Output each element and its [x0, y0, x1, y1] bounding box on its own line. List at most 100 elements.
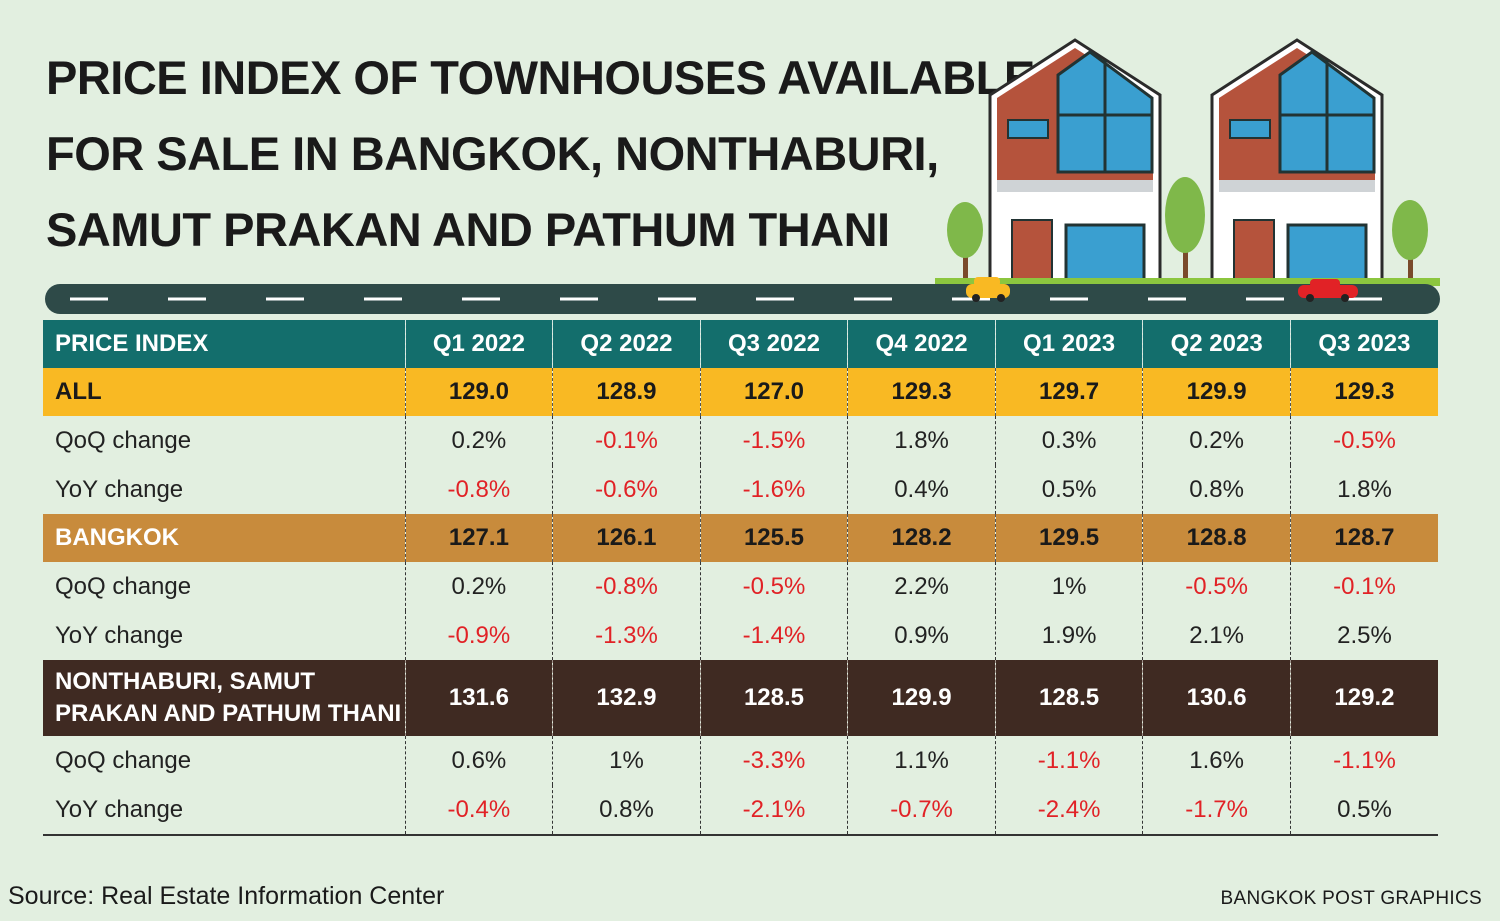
title-line: PRICE INDEX OF TOWNHOUSES AVAILABLE [46, 51, 1035, 104]
change-value: 1.6% [1142, 736, 1291, 785]
column-header: Q2 2023 [1142, 320, 1291, 368]
index-value: 128.8 [1142, 514, 1291, 562]
change-value: -0.6% [552, 465, 701, 514]
tree-icon [1165, 177, 1205, 280]
tree-icon [947, 202, 983, 280]
change-value: -0.5% [699, 562, 848, 611]
change-value: 0.6% [404, 736, 553, 785]
index-value: 129.9 [847, 660, 996, 736]
group-label: NONTHABURI, SAMUT PRAKAN AND PATHUM THAN… [43, 660, 406, 736]
change-label: YoY change [55, 475, 184, 503]
index-value: 125.5 [699, 514, 848, 562]
change-value: 0.9% [847, 611, 996, 660]
column-header: Q1 2022 [404, 320, 553, 368]
index-value: 129.7 [994, 368, 1143, 416]
index-value: 129.5 [994, 514, 1143, 562]
change-value: 1% [552, 736, 701, 785]
change-value: 1.8% [1289, 465, 1438, 514]
qoq-change-row: QoQ change 0.6% 1% -3.3% 1.1% -1.1% 1.6% -1.1% [43, 736, 1438, 785]
change-value: 1.9% [994, 611, 1143, 660]
car-icon [966, 277, 1010, 302]
index-value: 128.7 [1289, 514, 1438, 562]
change-value: -0.9% [404, 611, 553, 660]
index-value: 129.0 [404, 368, 553, 416]
index-value: 131.6 [404, 660, 553, 736]
change-value: -1.6% [699, 465, 848, 514]
change-value: 0.2% [404, 562, 553, 611]
townhouse-illustration [45, 38, 1440, 314]
index-value: 129.3 [1289, 368, 1438, 416]
change-label: QoQ change [55, 426, 192, 454]
change-value: -1.7% [1142, 785, 1291, 836]
change-label: QoQ change [55, 572, 192, 600]
change-value: -0.5% [1289, 416, 1438, 465]
change-value: -0.4% [404, 785, 553, 836]
change-value: -3.3% [699, 736, 848, 785]
change-value: -1.1% [1289, 736, 1438, 785]
index-value: 129.9 [1142, 368, 1291, 416]
source-note: Source: Real Estate Information Center [8, 882, 445, 910]
change-value: 2.2% [847, 562, 996, 611]
column-header: Q4 2022 [847, 320, 996, 368]
column-header: Q3 2023 [1289, 320, 1438, 368]
group-row-nonthaburi-samut-prakan-pathum-thani: NONTHABURI, SAMUT PRAKAN AND PATHUM THAN… [43, 660, 1438, 736]
change-value: 0.3% [994, 416, 1143, 465]
group-label: ALL [43, 368, 406, 416]
column-header: Q1 2023 [994, 320, 1143, 368]
change-value: 0.8% [1142, 465, 1291, 514]
yoy-change-row: YoY change -0.8% -0.6% -1.6% 0.4% 0.5% 0.8% 1.8… [43, 465, 1438, 514]
index-value: 128.9 [552, 368, 701, 416]
index-value: 132.9 [552, 660, 701, 736]
change-value: -1.5% [699, 416, 848, 465]
change-value: -0.5% [1142, 562, 1291, 611]
title-line: SAMUT PRAKAN AND PATHUM THANI [46, 203, 890, 256]
column-header: PRICE INDEX [43, 320, 406, 368]
change-value: 2.1% [1142, 611, 1291, 660]
header-row: PRICE INDEX Q1 2022 Q2 2022 Q3 2022 Q4 2… [43, 320, 1438, 368]
change-value: -2.4% [994, 785, 1143, 836]
change-value: 2.5% [1289, 611, 1438, 660]
index-value: 129.3 [847, 368, 996, 416]
change-label: YoY change [55, 621, 184, 649]
index-value: 130.6 [1142, 660, 1291, 736]
index-value: 129.2 [1289, 660, 1438, 736]
change-value: -1.4% [699, 611, 848, 660]
change-value: -0.8% [404, 465, 553, 514]
change-value: 1.8% [847, 416, 996, 465]
change-value: -0.7% [847, 785, 996, 836]
change-value: -0.1% [552, 416, 701, 465]
chart-title: PRICE INDEX OF TOWNHOUSES AVAILABLE FOR … [46, 40, 1035, 268]
change-value: 0.5% [994, 465, 1143, 514]
group-label: BANGKOK [43, 514, 406, 562]
change-value: 0.5% [1289, 785, 1438, 836]
column-header: Q3 2022 [699, 320, 848, 368]
car-icon [1298, 279, 1358, 302]
price-index-table: PRICE INDEX Q1 2022 Q2 2022 Q3 2022 Q4 2… [43, 320, 1438, 836]
index-value: 126.1 [552, 514, 701, 562]
change-value: -0.8% [552, 562, 701, 611]
change-value: 0.4% [847, 465, 996, 514]
change-value: -1.3% [552, 611, 701, 660]
index-value: 128.2 [847, 514, 996, 562]
index-value: 128.5 [994, 660, 1143, 736]
title-line: FOR SALE IN BANGKOK, NONTHABURI, [46, 127, 939, 180]
townhouse-icon [988, 38, 1162, 292]
qoq-change-row: QoQ change 0.2% -0.1% -1.5% 1.8% 0.3% 0.2% -0.5… [43, 416, 1438, 465]
change-value: 1.1% [847, 736, 996, 785]
change-value: -0.1% [1289, 562, 1438, 611]
yoy-change-row: YoY change -0.4% 0.8% -2.1% -0.7% -2.4% -1.7% 0… [43, 785, 1438, 836]
group-row-bangkok: BANGKOK 127.1 126.1 125.5 128.2 129.5 128.8 128… [43, 514, 1438, 562]
change-value: 1% [994, 562, 1143, 611]
change-label: YoY change [43, 785, 406, 836]
change-label: QoQ change [55, 746, 192, 774]
change-value: -2.1% [699, 785, 848, 836]
qoq-change-row: QoQ change 0.2% -0.8% -0.5% 2.2% 1% -0.5% -0.1% [43, 562, 1438, 611]
change-value: 0.2% [404, 416, 553, 465]
group-row-all: ALL 129.0 128.9 127.0 129.3 129.7 129.9 129.3 [43, 368, 1438, 416]
tree-icon [1392, 200, 1428, 280]
graphics-credit: BANGKOK POST GRAPHICS [1220, 888, 1482, 909]
index-value: 127.0 [699, 368, 848, 416]
change-value: 0.8% [552, 785, 701, 836]
index-value: 127.1 [404, 514, 553, 562]
index-value: 128.5 [699, 660, 848, 736]
